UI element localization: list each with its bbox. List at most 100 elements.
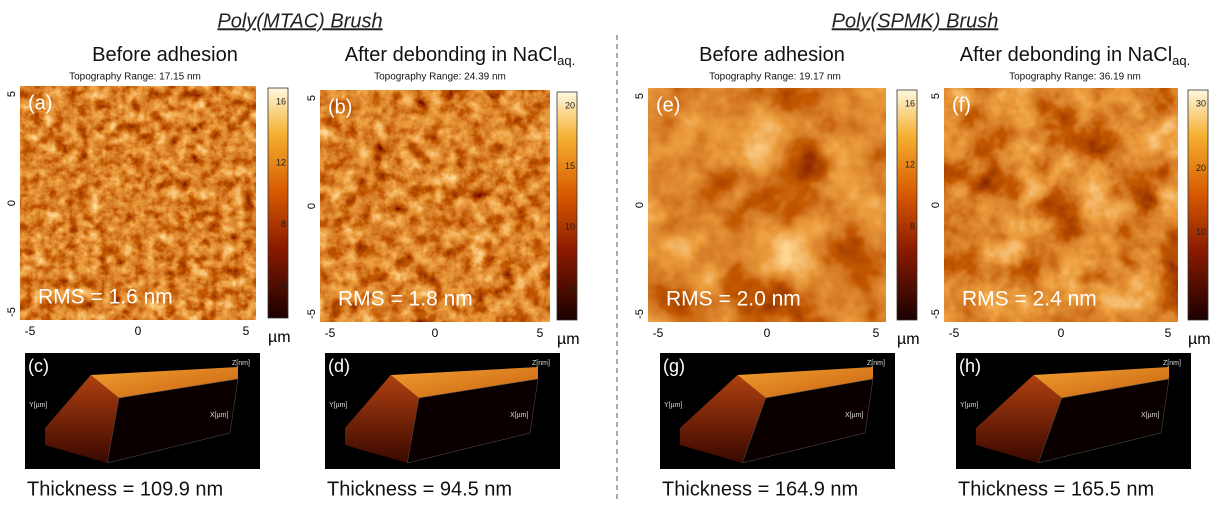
colorbar-tick-label: 10: [1196, 227, 1206, 237]
topography-range: Topography Range: 36.19 nm: [1009, 72, 1141, 83]
x-tick-label: 5: [243, 324, 250, 338]
heading-text: Before adhesion: [92, 44, 238, 66]
afm-3d-slope: [680, 375, 766, 463]
axis-3d-x: X[µm]: [510, 412, 528, 419]
afm-3d-slope: [45, 375, 119, 463]
panel-label-3d: (d): [328, 356, 350, 376]
panel-heading: After debonding in NaClaq.: [345, 44, 575, 68]
group-title: Poly(MTAC) Brush: [217, 10, 382, 32]
colorbar-tick-label: 15: [565, 161, 575, 171]
colorbar-tick-label: 16: [905, 98, 915, 108]
rms-label: RMS = 2.0 nm: [666, 288, 801, 311]
heading-subscript: aq.: [1172, 53, 1190, 68]
axis-unit: µm: [557, 331, 580, 348]
axis-3d-z: Z[nm]: [532, 360, 550, 367]
afm-3d-plateau: [90, 367, 238, 398]
axis-3d-y: Y[µm]: [329, 402, 347, 409]
x-tick-label: 0: [135, 324, 142, 338]
x-tick-label: 5: [873, 326, 880, 340]
axis-3d-x: X[µm]: [1141, 412, 1159, 419]
panel-heading: Before adhesion: [92, 44, 238, 66]
heading-subscript: aq.: [557, 53, 575, 68]
afm-3d-plateau: [390, 367, 538, 398]
afm-image: [320, 90, 550, 322]
topography-range: Topography Range: 17.15 nm: [69, 72, 201, 83]
y-tick-label: 5: [930, 93, 942, 99]
thickness-label: Thickness = 109.9 nm: [27, 478, 223, 500]
panel-label-3d: (h): [959, 356, 981, 376]
colorbar-tick-label: 16: [276, 96, 286, 106]
afm-3d-side: [1037, 378, 1170, 464]
rms-label: RMS = 2.4 nm: [962, 288, 1097, 311]
x-tick-label: 0: [764, 326, 771, 340]
panel-label: (e): [656, 94, 680, 116]
colorbar-tick-label: 20: [1196, 163, 1206, 173]
colorbar-tick-label: 5: [570, 282, 575, 292]
y-tick-label: 5: [306, 95, 318, 101]
topography-range: Topography Range: 19.17 nm: [709, 72, 841, 83]
heading-text: After debonding in NaCl: [960, 44, 1172, 66]
y-tick-label: -5: [6, 307, 18, 317]
heading-text: Before adhesion: [699, 44, 845, 66]
y-tick-label: -5: [634, 309, 646, 319]
axis-3d-z: Z[nm]: [1163, 360, 1181, 367]
panel-label-3d: (c): [28, 356, 49, 376]
panel-label: (b): [328, 96, 352, 118]
x-tick-label: 5: [1165, 326, 1172, 340]
colorbar-tick-label: 12: [905, 160, 915, 170]
colorbar: [267, 87, 289, 319]
axis-3d-y: Y[µm]: [960, 402, 978, 409]
y-tick-label: 5: [6, 91, 18, 97]
axis-unit: µm: [1188, 331, 1211, 348]
afm-3d-slope: [976, 375, 1062, 463]
y-tick-label: -5: [930, 309, 942, 319]
y-tick-label: 0: [306, 203, 318, 209]
colorbar-tick-label: 12: [276, 158, 286, 168]
afm-image: [944, 88, 1178, 322]
topography-range: Topography Range: 24.39 nm: [374, 72, 506, 83]
afm-3d-plateau: [1033, 367, 1169, 398]
colorbar-tick-label: 20: [565, 100, 575, 110]
colorbar-tick-label: 8: [910, 221, 915, 231]
axis-3d-z: Z[nm]: [232, 360, 250, 367]
afm-3d-slope: [345, 375, 419, 463]
panel-heading: After debonding in NaClaq.: [960, 44, 1190, 68]
axis-unit: µm: [268, 329, 291, 346]
axis-3d-y: Y[µm]: [664, 402, 682, 409]
panel-label: (f): [952, 94, 971, 116]
x-tick-label: 0: [432, 326, 439, 340]
afm-3d-side: [406, 378, 539, 464]
colorbar: [556, 91, 578, 321]
y-tick-label: 0: [930, 202, 942, 208]
colorbar-tick-label: 8: [281, 219, 286, 229]
group-title: Poly(SPMK) Brush: [832, 10, 999, 32]
rms-label: RMS = 1.6 nm: [38, 286, 173, 309]
colorbar-tick-label: 4: [281, 280, 286, 290]
axis-unit: µm: [897, 331, 920, 348]
colorbar-tick-label: 30: [1196, 98, 1206, 108]
x-tick-label: 5: [537, 326, 544, 340]
panel-heading: Before adhesion: [699, 44, 845, 66]
x-tick-label: -5: [325, 326, 336, 340]
rms-label: RMS = 1.8 nm: [338, 288, 473, 311]
colorbar-tick-label: 10: [565, 222, 575, 232]
colorbar-tick-label: 4: [910, 282, 915, 292]
x-tick-label: -5: [25, 324, 36, 338]
y-tick-label: -5: [306, 309, 318, 319]
thickness-label: Thickness = 165.5 nm: [958, 478, 1154, 500]
thickness-label: Thickness = 94.5 nm: [327, 478, 512, 500]
x-tick-label: -5: [949, 326, 960, 340]
afm-3d-side: [741, 378, 874, 464]
y-tick-label: 0: [634, 202, 646, 208]
axis-3d-x: X[µm]: [845, 412, 863, 419]
x-tick-label: 0: [1058, 326, 1065, 340]
axis-3d-y: Y[µm]: [29, 402, 47, 409]
afm-3d-side: [106, 378, 239, 464]
axis-3d-z: Z[nm]: [867, 360, 885, 367]
colorbar: [896, 89, 918, 321]
panel-label: (a): [28, 92, 52, 114]
panel-label-3d: (g): [663, 356, 685, 376]
afm-image: [20, 86, 256, 320]
y-tick-label: 5: [634, 93, 646, 99]
